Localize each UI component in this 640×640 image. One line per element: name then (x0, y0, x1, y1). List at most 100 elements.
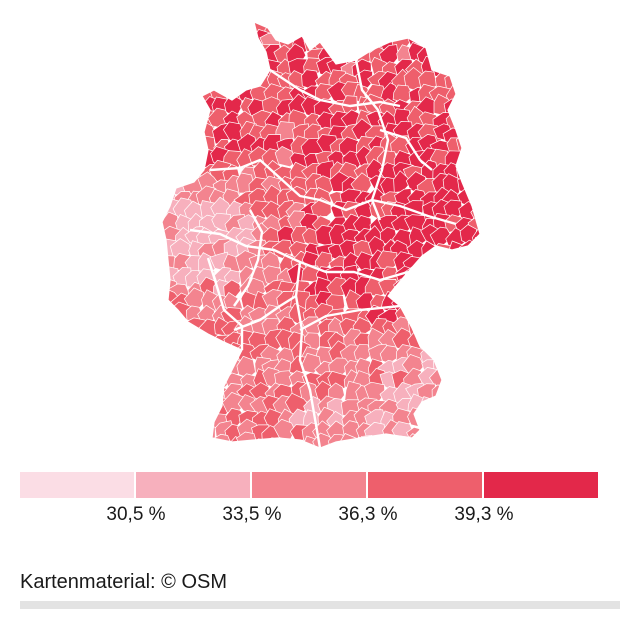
district-cell-51[interactable] (456, 19, 479, 37)
district-cell-786[interactable] (183, 383, 206, 406)
district-cell-697[interactable] (433, 329, 455, 349)
district-cell-536[interactable] (447, 249, 469, 271)
district-cell-295[interactable] (474, 136, 490, 157)
district-cell-705[interactable] (182, 340, 206, 362)
district-cell-889[interactable] (472, 425, 490, 443)
district-cell-45[interactable] (377, 21, 402, 40)
district-cell-2[interactable] (172, 10, 192, 25)
district-cell-431[interactable] (486, 202, 490, 222)
district-cell-862[interactable] (469, 408, 490, 430)
district-cell-324[interactable] (150, 160, 165, 183)
district-cell-273[interactable] (187, 136, 205, 158)
district-cell-31[interactable] (197, 22, 219, 43)
district-cell-753[interactable] (458, 359, 480, 380)
district-cell-908[interactable] (367, 435, 388, 459)
district-cell-811[interactable] (159, 399, 181, 421)
district-cell-833[interactable] (445, 393, 466, 414)
district-cell-21[interactable] (418, 10, 442, 25)
district-cell-861[interactable] (455, 405, 478, 426)
district-cell-299[interactable] (168, 150, 192, 171)
district-cell-866[interactable] (171, 421, 190, 444)
district-cell-648[interactable] (150, 319, 166, 339)
district-cell-932[interactable] (329, 450, 347, 460)
district-cell-377[interactable] (483, 175, 490, 193)
district-cell-84[interactable] (188, 42, 210, 64)
district-cell-939[interactable] (422, 445, 443, 460)
district-cell-217[interactable] (157, 108, 177, 131)
district-cell-787[interactable] (197, 381, 216, 403)
district-cell-243[interactable] (150, 123, 167, 149)
district-cell-6[interactable] (223, 10, 247, 27)
district-cell-923[interactable] (214, 449, 233, 460)
district-cell-219[interactable] (183, 109, 208, 129)
district-cell-55[interactable] (162, 31, 184, 53)
district-cell-162[interactable] (150, 85, 171, 106)
district-cell-9[interactable] (262, 10, 285, 26)
district-cell-11[interactable] (287, 10, 309, 32)
district-cell-781[interactable] (472, 367, 490, 390)
district-cell-620[interactable] (482, 291, 490, 311)
district-cell-56[interactable] (172, 32, 195, 55)
district-cell-887[interactable] (443, 423, 465, 442)
district-cell-832[interactable] (434, 397, 455, 414)
district-cell-30[interactable] (182, 22, 205, 44)
district-cell-931[interactable] (313, 449, 333, 460)
district-cell-77[interactable] (445, 33, 467, 52)
district-cell-835[interactable] (470, 397, 489, 418)
district-cell-892[interactable] (158, 439, 180, 457)
district-cell-647[interactable] (485, 305, 490, 325)
district-cell-78[interactable] (455, 28, 479, 51)
district-cell-53[interactable] (486, 19, 490, 39)
district-cell-106[interactable] (471, 45, 490, 68)
district-cell-922[interactable] (201, 450, 221, 460)
district-cell-28[interactable] (161, 19, 181, 40)
district-cell-111[interactable] (185, 59, 209, 80)
district-cell-535[interactable] (431, 253, 451, 272)
district-cell-23[interactable] (443, 10, 466, 26)
district-cell-726[interactable] (459, 342, 480, 366)
district-cell-82[interactable] (161, 42, 180, 65)
district-cell-936[interactable] (383, 447, 403, 460)
district-cell-86[interactable] (210, 43, 229, 65)
district-cell-215[interactable] (485, 99, 490, 117)
district-cell-760[interactable] (196, 371, 216, 391)
district-cell-187[interactable] (471, 85, 489, 108)
district-cell-912[interactable] (421, 437, 444, 455)
district-cell-942[interactable] (458, 446, 479, 460)
district-cell-567[interactable] (150, 279, 171, 301)
district-cell-885[interactable] (420, 421, 442, 444)
district-cell-103[interactable] (433, 46, 453, 67)
district-cell-729[interactable] (150, 358, 165, 379)
district-cell-561[interactable] (420, 266, 443, 287)
district-cell-160[interactable] (468, 72, 490, 93)
district-cell-325[interactable] (159, 160, 180, 183)
district-cell-909[interactable] (379, 435, 400, 456)
district-cell-594[interactable] (150, 291, 168, 312)
district-cell-814[interactable] (196, 397, 218, 419)
district-cell-928[interactable] (278, 446, 300, 460)
district-cell-12[interactable] (304, 10, 323, 26)
district-cell-112[interactable] (200, 55, 220, 78)
district-cell-245[interactable] (172, 121, 192, 141)
district-cell-919[interactable] (164, 449, 181, 461)
district-cell-810[interactable] (150, 395, 166, 415)
district-cell-24[interactable] (458, 10, 480, 25)
district-cell-616[interactable] (435, 291, 456, 310)
district-cell-900[interactable] (265, 437, 285, 458)
district-cell-49[interactable] (432, 21, 456, 40)
district-cell-534[interactable] (417, 254, 442, 274)
district-cell-676[interactable] (157, 328, 178, 351)
district-cell-929[interactable] (289, 451, 306, 460)
district-cell-164[interactable] (171, 82, 192, 105)
district-cell-241[interactable] (470, 107, 488, 128)
district-cell-759[interactable] (184, 369, 205, 391)
district-cell-863[interactable] (482, 410, 490, 434)
district-cell-780[interactable] (457, 368, 477, 390)
germany-district-map[interactable] (150, 10, 490, 460)
district-cell-189[interactable] (150, 96, 166, 121)
district-cell-591[interactable] (457, 279, 478, 302)
district-cell-163[interactable] (159, 82, 178, 104)
district-cell-486[interactable] (150, 242, 164, 264)
district-cell-376[interactable] (471, 174, 490, 196)
district-cell-134[interactable] (486, 57, 491, 78)
